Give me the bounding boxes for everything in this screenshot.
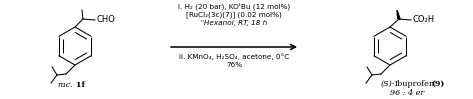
Text: CO₂H: CO₂H: [412, 16, 434, 24]
Text: i. H₂ (20 bar), KOᵗBu (12 mol%): i. H₂ (20 bar), KOᵗBu (12 mol%): [178, 2, 290, 10]
Text: 1f: 1f: [73, 81, 85, 89]
Polygon shape: [397, 10, 400, 20]
Text: 76%: 76%: [226, 62, 242, 68]
Text: (9): (9): [431, 80, 444, 88]
Text: ⁿHexanol, RT, 18 h: ⁿHexanol, RT, 18 h: [201, 20, 267, 26]
Text: 96 : 4 er: 96 : 4 er: [390, 89, 424, 97]
Text: (S)-: (S)-: [380, 80, 395, 88]
Text: ii. KMnO₄, H₂SO₄, acetone, 0°C: ii. KMnO₄, H₂SO₄, acetone, 0°C: [179, 53, 289, 60]
Text: Ibuprofen: Ibuprofen: [395, 80, 435, 88]
Text: CHO: CHO: [96, 16, 115, 24]
Text: [RuCl₂(3c)(7)] (0.02 mol%): [RuCl₂(3c)(7)] (0.02 mol%): [186, 11, 282, 18]
Text: rac.: rac.: [57, 81, 73, 89]
